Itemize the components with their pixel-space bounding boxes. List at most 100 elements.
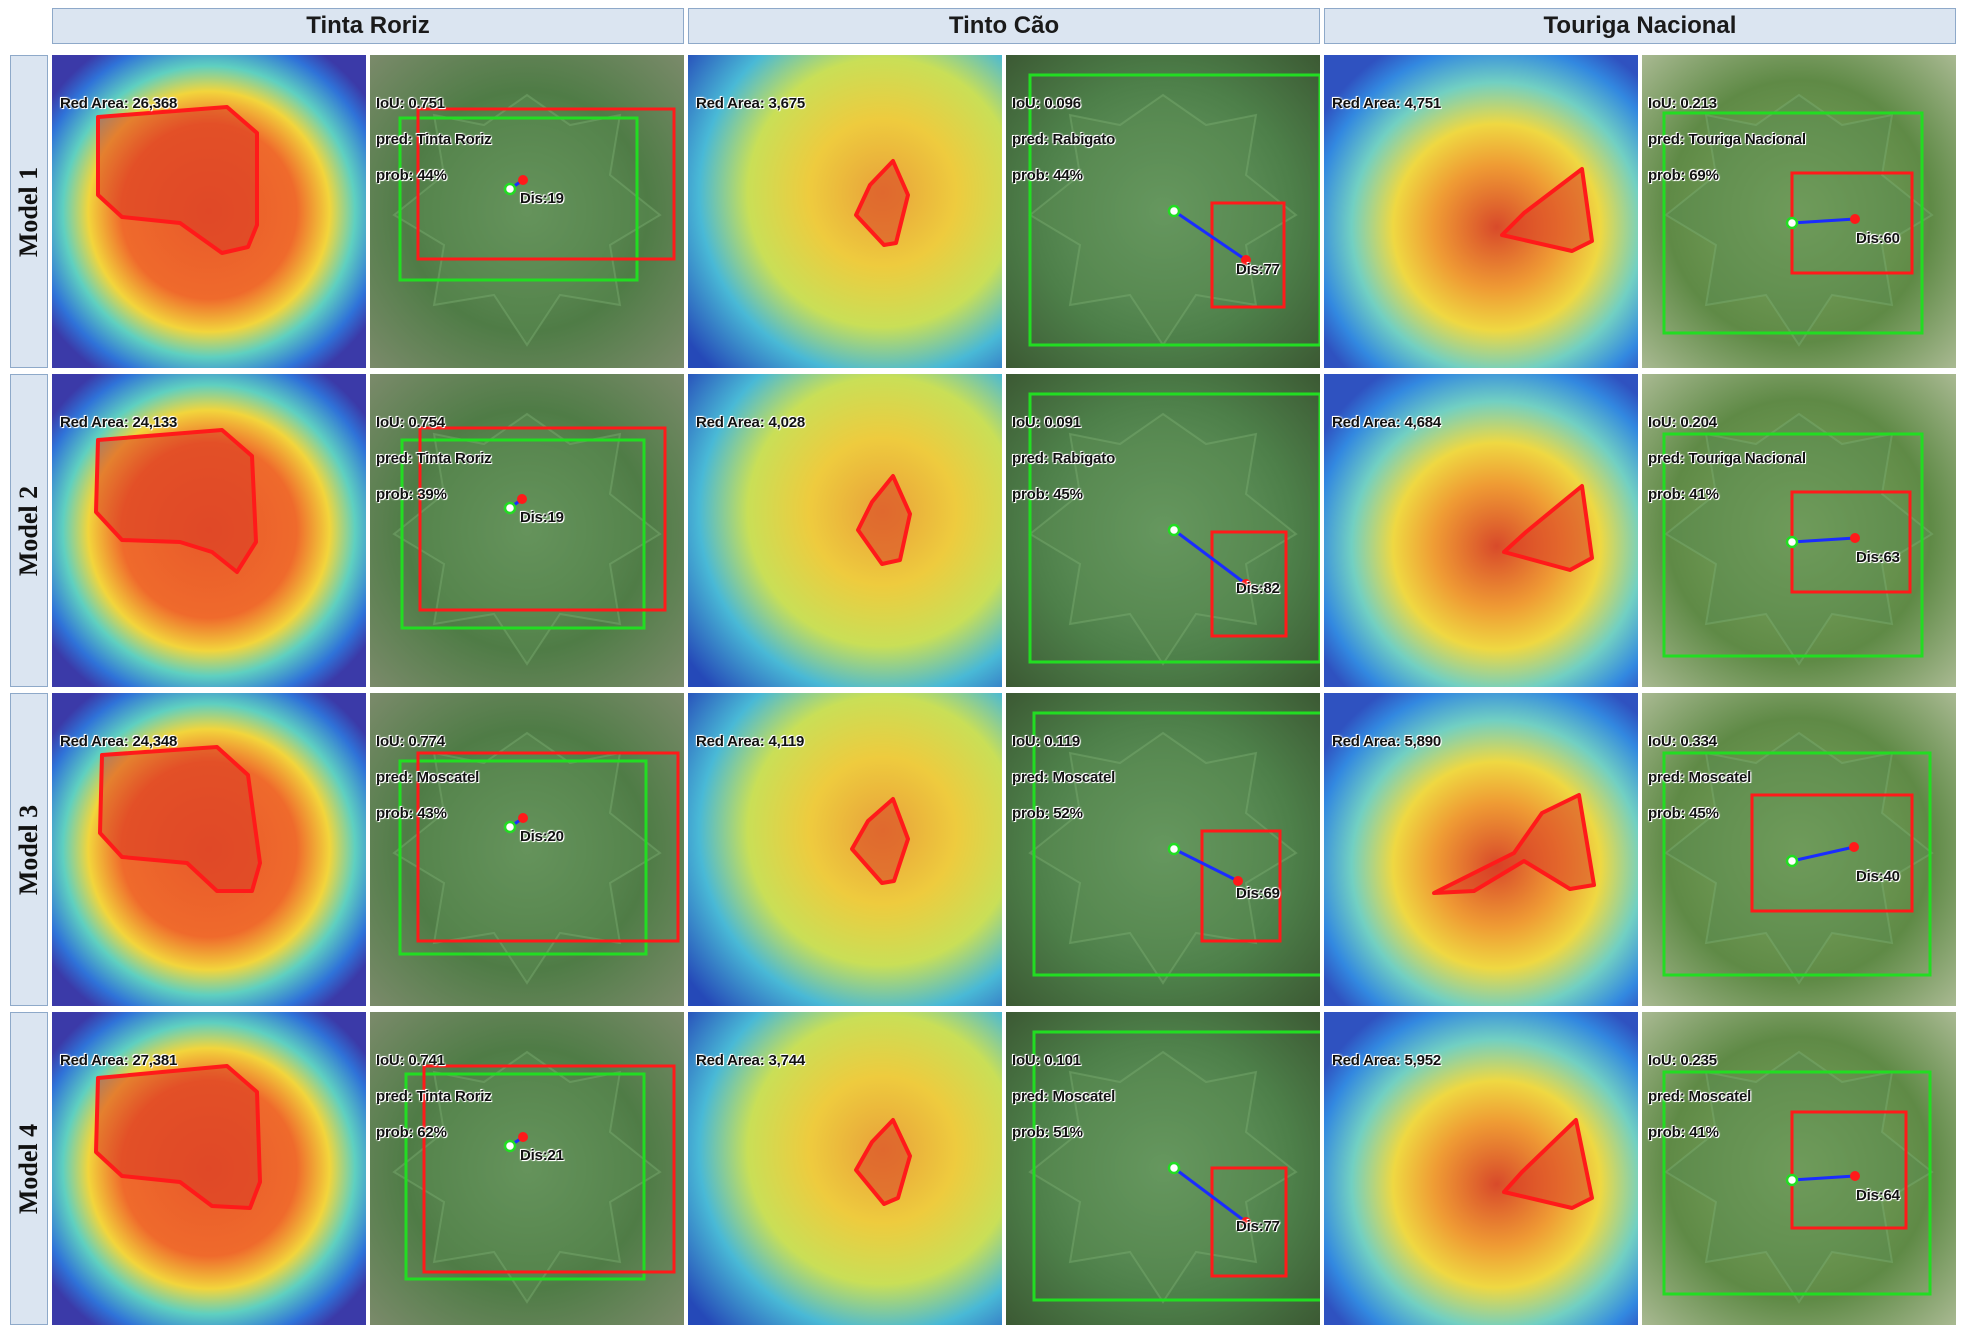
gradcam-heatmap-icon bbox=[1324, 693, 1638, 1006]
ground-truth-box bbox=[398, 116, 639, 282]
prob-label: prob: 69% bbox=[1648, 167, 1719, 184]
prob-label: prob: 44% bbox=[376, 167, 447, 184]
leaf-panel: IoU: 0.119 pred: Moscatel prob: 52% Dis:69 bbox=[1006, 693, 1320, 1006]
distance-line bbox=[1791, 1174, 1856, 1182]
red-area-outline bbox=[94, 1064, 262, 1210]
iou-label: IoU: 0.751 bbox=[376, 95, 445, 112]
red-area-label: Red Area: 4,028 bbox=[696, 414, 806, 431]
distance-label: Dis:63 bbox=[1856, 549, 1900, 566]
heatmap-panel: Red Area: 5,890 bbox=[1324, 693, 1638, 1006]
gt-center-point bbox=[1785, 854, 1799, 868]
iou-label: IoU: 0.091 bbox=[1012, 414, 1081, 431]
heatmap-panel: Red Area: 24,133 bbox=[52, 374, 366, 687]
pred-center-point bbox=[518, 175, 528, 185]
leaf-shape bbox=[1028, 412, 1298, 666]
prediction-box bbox=[418, 426, 667, 612]
gradcam-heatmap-icon bbox=[688, 693, 1002, 1006]
ground-truth-box bbox=[400, 438, 646, 630]
red-area-outline bbox=[1502, 484, 1594, 572]
row-label: Model 3 bbox=[14, 804, 44, 895]
iou-label: IoU: 0.741 bbox=[376, 1052, 445, 1069]
gradcam-heatmap-icon bbox=[52, 1012, 366, 1325]
prob-label: prob: 41% bbox=[1648, 1124, 1719, 1141]
leaf-panel: IoU: 0.741 pred: Tinta Roriz prob: 62% Dis:… bbox=[370, 1012, 684, 1325]
gt-center-point bbox=[503, 820, 517, 834]
pred-center-point bbox=[1233, 876, 1243, 886]
ground-truth-box bbox=[1032, 1030, 1320, 1302]
grape-leaf-photo-icon bbox=[1006, 1012, 1320, 1325]
prob-label: prob: 52% bbox=[1012, 805, 1083, 822]
leaf-panel: IoU: 0.091 pred: Rabigato prob: 45% Dis:82 bbox=[1006, 374, 1320, 687]
red-area-outline bbox=[854, 159, 910, 247]
leaf-shape bbox=[392, 93, 662, 347]
pred-label: pred: Moscatel bbox=[376, 769, 480, 786]
red-area-label: Red Area: 24,133 bbox=[60, 414, 178, 431]
leaf-panel: IoU: 0.774 pred: Moscatel prob: 43% Dis:20 bbox=[370, 693, 684, 1006]
red-area-label: Red Area: 26,368 bbox=[60, 95, 178, 112]
leaf-shape bbox=[1028, 1050, 1298, 1304]
pred-center-point bbox=[1849, 842, 1859, 852]
pred-center-point bbox=[518, 813, 528, 823]
ground-truth-box bbox=[1662, 751, 1932, 977]
gradcam-heatmap-icon bbox=[688, 374, 1002, 687]
prob-label: prob: 41% bbox=[1648, 486, 1719, 503]
red-area-label: Red Area: 5,890 bbox=[1332, 733, 1442, 750]
gt-center-point bbox=[1785, 216, 1799, 230]
ground-truth-box bbox=[1662, 1070, 1932, 1296]
iou-label: IoU: 0.334 bbox=[1648, 733, 1717, 750]
leaf-panel: IoU: 0.334 pred: Moscatel prob: 45% Dis:40 bbox=[1642, 693, 1956, 1006]
ground-truth-box bbox=[404, 1072, 646, 1281]
leaf-panel: IoU: 0.096 pred: Rabigato prob: 44% Dis:77 bbox=[1006, 55, 1320, 368]
red-area-outline bbox=[98, 745, 262, 893]
distance-line bbox=[1173, 528, 1247, 586]
iou-label: IoU: 0.096 bbox=[1012, 95, 1081, 112]
row-label: Model 4 bbox=[14, 1123, 44, 1214]
grape-leaf-photo-icon bbox=[370, 693, 684, 1006]
row-header-model-2: Model 2 bbox=[10, 374, 48, 687]
gt-center-point bbox=[503, 1139, 517, 1153]
heatmap-panel: Red Area: 4,028 bbox=[688, 374, 1002, 687]
prob-label: prob: 45% bbox=[1648, 805, 1719, 822]
gradcam-heatmap-icon bbox=[688, 1012, 1002, 1325]
grape-leaf-photo-icon bbox=[1006, 55, 1320, 368]
distance-label: Dis:40 bbox=[1856, 868, 1900, 885]
column-header-tinto-cao: Tinto Cão bbox=[688, 8, 1320, 44]
red-area-label: Red Area: 4,119 bbox=[696, 733, 805, 750]
leaf-panel: IoU: 0.235 pred: Moscatel prob: 41% Dis:64 bbox=[1642, 1012, 1956, 1325]
leaf-panel: IoU: 0.754 pred: Tinta Roriz prob: 39% Dis:… bbox=[370, 374, 684, 687]
red-area-label: Red Area: 24,348 bbox=[60, 733, 178, 750]
gradcam-heatmap-icon bbox=[52, 55, 366, 368]
red-area-outline bbox=[96, 105, 259, 255]
leaf-panel: IoU: 0.751 pred: Tinta Roriz prob: 44% Dis:… bbox=[370, 55, 684, 368]
pred-label: pred: Moscatel bbox=[1012, 769, 1116, 786]
grape-leaf-photo-icon bbox=[1642, 55, 1956, 368]
gt-center-point bbox=[503, 182, 517, 196]
iou-label: IoU: 0.101 bbox=[1012, 1052, 1081, 1069]
grape-leaf-photo-icon bbox=[370, 374, 684, 687]
grape-leaf-photo-icon bbox=[1006, 374, 1320, 687]
pred-label: pred: Touriga Nacional bbox=[1648, 450, 1806, 467]
distance-label: Dis:60 bbox=[1856, 230, 1900, 247]
red-area-outline bbox=[850, 797, 910, 885]
prediction-box bbox=[422, 1064, 676, 1274]
row-header-model-4: Model 4 bbox=[10, 1012, 48, 1325]
pred-label: pred: Tinta Roriz bbox=[376, 1088, 492, 1105]
heatmap-panel: Red Area: 4,684 bbox=[1324, 374, 1638, 687]
gt-center-point bbox=[1167, 523, 1181, 537]
distance-line bbox=[1173, 1166, 1247, 1224]
distance-line bbox=[1791, 217, 1856, 225]
distance-label: Dis:20 bbox=[520, 828, 564, 845]
red-area-label: Red Area: 4,684 bbox=[1332, 414, 1442, 431]
iou-label: IoU: 0.774 bbox=[376, 733, 445, 750]
red-area-label: Red Area: 4,751 bbox=[1332, 95, 1442, 112]
ground-truth-box bbox=[1028, 73, 1320, 347]
red-area-outline bbox=[1500, 167, 1594, 253]
pred-label: pred: Rabigato bbox=[1012, 131, 1116, 148]
leaf-shape bbox=[1028, 731, 1298, 985]
gt-center-point bbox=[1785, 535, 1799, 549]
ground-truth-box bbox=[398, 759, 648, 956]
prob-label: prob: 43% bbox=[376, 805, 447, 822]
red-area-label: Red Area: 5,952 bbox=[1332, 1052, 1442, 1069]
distance-label: Dis:19 bbox=[520, 190, 564, 207]
prediction-box bbox=[1200, 829, 1282, 943]
